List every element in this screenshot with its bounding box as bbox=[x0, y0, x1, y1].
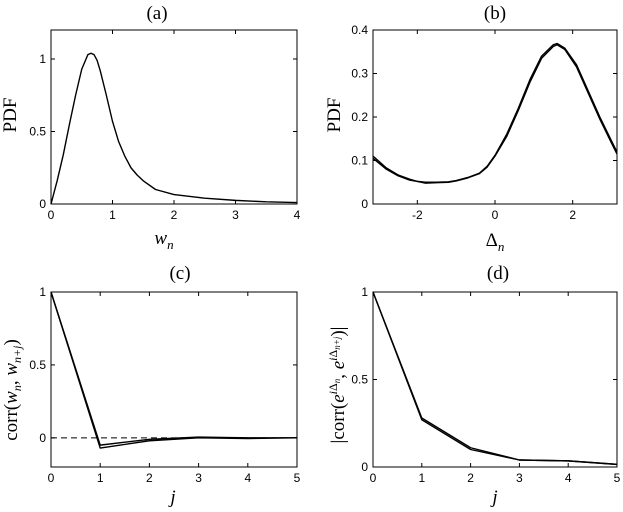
panel-b-title: (b) bbox=[484, 3, 506, 24]
y-tick-label: 0.3 bbox=[351, 67, 368, 81]
x-tick-label: 5 bbox=[294, 471, 301, 485]
panel-c-title: (c) bbox=[169, 263, 190, 284]
series-line-0 bbox=[372, 291, 618, 466]
x-tick-label: 0 bbox=[370, 471, 377, 485]
panel-c-plot: 0 1 2 3 4 5 0 0.5 1 bbox=[29, 285, 300, 485]
panel-d-xlabel: j bbox=[489, 487, 497, 508]
panel-d: (d) |corr(eiΔn, eiΔn+j)| j 0 1 2 3 4 5 0 0.5 1 bbox=[326, 263, 621, 508]
x-tick-label: -2 bbox=[412, 208, 423, 222]
y-tick-label: 0 bbox=[361, 197, 368, 211]
panel-b: (b) PDF Δn -2 0 2 0 0.1 0.2 0.3 0.4 bbox=[324, 3, 618, 254]
panel-d-plot: 0 1 2 3 4 5 0 0.5 1 bbox=[351, 285, 620, 485]
x-tick-label: 3 bbox=[232, 208, 239, 222]
axes-frame bbox=[50, 291, 298, 468]
y-tick-label: 1 bbox=[361, 285, 368, 299]
y-tick-label: 1 bbox=[39, 52, 46, 66]
x-tick-label: 4 bbox=[244, 471, 251, 485]
panel-a-plot: 0 1 2 3 4 0 0.5 1 bbox=[29, 29, 301, 222]
series-line-1 bbox=[372, 42, 618, 183]
series-line-0 bbox=[50, 291, 298, 449]
panel-c: (c) corr(wn, wn+j) j 0 1 2 3 4 5 0 0.5 1 bbox=[1, 263, 301, 508]
panel-a-ylabel: PDF bbox=[0, 98, 21, 133]
x-tick-label: 1 bbox=[109, 208, 116, 222]
panel-d-ylabel: |corr(eiΔn, eiΔn+j)| bbox=[326, 327, 349, 444]
y-tick-label: 0.2 bbox=[351, 110, 368, 124]
y-tick-label: 0 bbox=[361, 460, 368, 474]
panel-a: (a) PDF wn 0 1 2 3 4 0 0.5 1 bbox=[0, 3, 301, 252]
y-tick-label: 0 bbox=[39, 197, 46, 211]
series-line-0 bbox=[50, 52, 298, 205]
x-tick-label: 2 bbox=[569, 208, 576, 222]
x-tick-label: 3 bbox=[516, 471, 523, 485]
panel-c-xlabel: j bbox=[167, 487, 175, 508]
x-tick-label: 0 bbox=[48, 471, 55, 485]
panel-a-title: (a) bbox=[146, 3, 167, 24]
panel-b-ylabel: PDF bbox=[324, 98, 345, 133]
x-tick-label: 1 bbox=[418, 471, 425, 485]
y-tick-label: 1 bbox=[39, 285, 46, 299]
axes-frame bbox=[372, 29, 618, 205]
x-tick-label: 2 bbox=[467, 471, 474, 485]
x-tick-label: 1 bbox=[97, 471, 104, 485]
panel-b-xlabel: Δn bbox=[486, 230, 505, 254]
x-tick-label: 3 bbox=[195, 471, 202, 485]
series-line-0 bbox=[372, 44, 618, 184]
x-tick-label: 0 bbox=[492, 208, 499, 222]
y-tick-label: 0.5 bbox=[29, 358, 46, 372]
y-tick-label: 0.4 bbox=[351, 23, 368, 37]
x-tick-label: 0 bbox=[48, 208, 55, 222]
axes-frame bbox=[372, 291, 618, 468]
panel-c-ylabel: corr(wn, wn+j) bbox=[1, 339, 24, 441]
x-tick-label: 4 bbox=[294, 208, 301, 222]
series-line-1 bbox=[372, 291, 618, 466]
y-tick-label: 0.1 bbox=[351, 154, 368, 168]
y-tick-label: 0 bbox=[39, 431, 46, 445]
x-tick-label: 2 bbox=[146, 471, 153, 485]
series-line-1 bbox=[50, 291, 297, 446]
panel-b-plot: -2 0 2 0 0.1 0.2 0.3 0.4 bbox=[351, 23, 618, 222]
x-tick-label: 2 bbox=[171, 208, 178, 222]
y-tick-label: 0.5 bbox=[351, 373, 368, 387]
panel-d-title: (d) bbox=[487, 263, 509, 284]
y-tick-label: 0.5 bbox=[29, 125, 46, 139]
panel-a-xlabel: wn bbox=[154, 228, 173, 252]
x-tick-label: 5 bbox=[614, 471, 621, 485]
x-tick-label: 4 bbox=[565, 471, 572, 485]
